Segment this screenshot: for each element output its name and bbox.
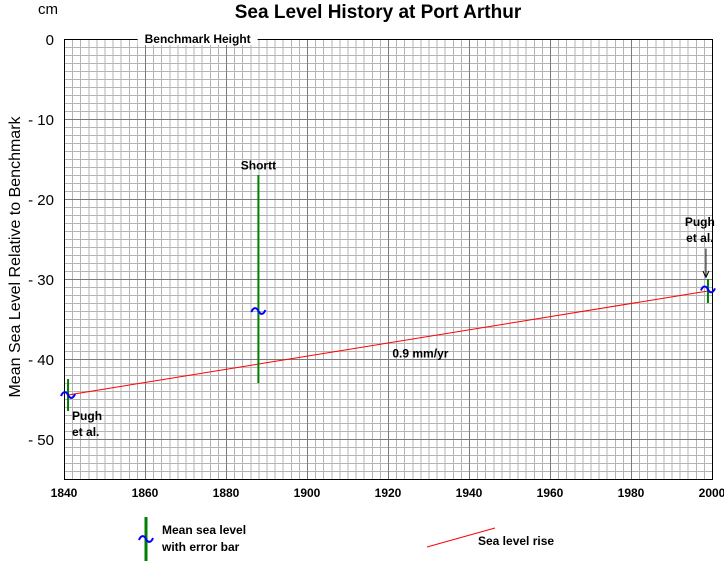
x-tick-label: 1980: [618, 486, 645, 500]
annotation-arrow-head: [702, 270, 710, 279]
point-label-pugh-2000-line1: Pugh: [685, 215, 715, 229]
point-label-pugh-1840-line2: et al.: [72, 425, 99, 439]
x-tick-label: 1960: [537, 486, 564, 500]
y-axis-label: Mean Sea Level Relative to Benchmark: [7, 115, 24, 397]
x-tick-label: 1920: [375, 486, 402, 500]
data-point-marker: [250, 307, 267, 315]
benchmark-label: Benchmark Height: [145, 32, 251, 46]
x-tick-label: 1840: [51, 486, 78, 500]
point-label-pugh-1840-line1: Pugh: [72, 409, 102, 423]
legend-label-mean-sea-level: Mean sea level: [162, 523, 246, 537]
trend-rate-label: 0.9 mm/yr: [392, 346, 448, 360]
y-tick-label: - 30: [28, 272, 54, 289]
legend-point-swatch: [138, 535, 154, 543]
y-tick-label: - 40: [28, 352, 54, 369]
x-tick-label: 1900: [294, 486, 321, 500]
x-tick-label: 1940: [456, 486, 483, 500]
y-tick-label: 0: [46, 32, 54, 49]
trend-line: [67, 290, 709, 396]
y-unit-label: cm: [38, 1, 58, 18]
legend-label-sea-level-rise: Sea level rise: [478, 534, 554, 548]
data-point-marker: [700, 285, 716, 294]
legend-label-error-bar: with error bar: [161, 540, 240, 554]
x-tick-label: 1860: [132, 486, 159, 500]
point-label-pugh-2000-line2: et al.: [686, 231, 713, 245]
point-label-shortt: Shortt: [241, 158, 276, 172]
data-point-marker: [60, 391, 76, 399]
benchmark-label-bg: [137, 33, 258, 45]
y-tick-label: - 50: [28, 432, 54, 449]
x-tick-label: 1880: [213, 486, 240, 500]
axes-frame: [64, 39, 713, 480]
chart-title: Sea Level History at Port Arthur: [235, 2, 522, 23]
y-tick-label: - 20: [28, 192, 54, 209]
y-tick-label: - 10: [28, 112, 54, 129]
x-tick-label: 2000: [699, 486, 724, 500]
legend-trend-swatch: [426, 527, 496, 548]
